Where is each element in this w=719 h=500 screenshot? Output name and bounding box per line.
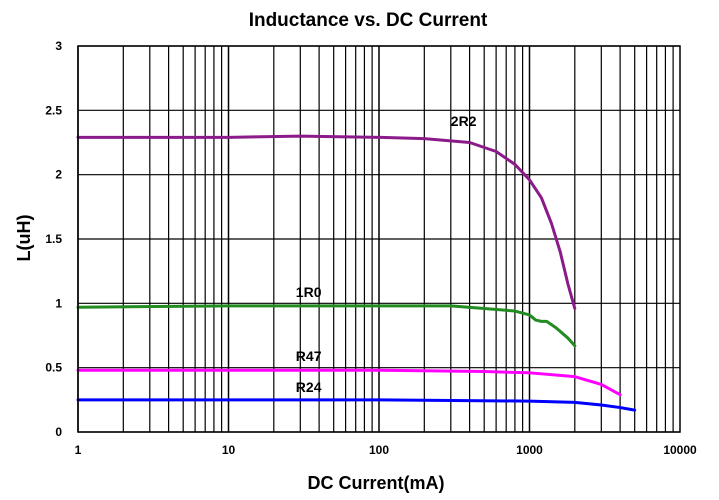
- x-axis-title: DC Current(mA): [308, 473, 445, 493]
- y-tick-label: 2: [55, 168, 62, 182]
- series-line-2r2: [76, 134, 577, 310]
- y-axis-title: L(uH): [14, 215, 34, 262]
- x-tick-label: 10000: [663, 443, 697, 457]
- chart-title: Inductance vs. DC Current: [249, 10, 488, 31]
- y-tick-labels: 0 0.5 1 1.5 2 2.5 3: [45, 39, 62, 439]
- series-labels: 2R2 1R0 R47 R24: [296, 113, 477, 395]
- series-line-r24: [76, 398, 637, 412]
- y-tick-label: 1: [55, 296, 62, 310]
- x-tick-label: 100: [369, 443, 389, 457]
- x-tick-label: 10: [222, 443, 236, 457]
- series-label-2r2: 2R2: [451, 113, 477, 129]
- y-tick-label: 3: [55, 39, 62, 53]
- y-tick-label: 0: [55, 425, 62, 439]
- y-tick-label: 1.5: [45, 232, 62, 246]
- plot-frame: [77, 45, 681, 433]
- x-tick-labels: 1 10 100 1000 10000: [75, 443, 697, 457]
- x-tick-label: 1: [75, 443, 82, 457]
- x-tick-label: 1000: [516, 443, 543, 457]
- y-tick-label: 2.5: [45, 103, 62, 117]
- series-line-r47: [76, 368, 622, 397]
- series-label-1r0: 1R0: [296, 284, 322, 300]
- series-label-r47: R47: [296, 348, 322, 364]
- y-tick-label: 0.5: [45, 361, 62, 375]
- series-line-1r0: [76, 304, 577, 348]
- series-label-r24: R24: [296, 379, 322, 395]
- series-group: [76, 134, 637, 412]
